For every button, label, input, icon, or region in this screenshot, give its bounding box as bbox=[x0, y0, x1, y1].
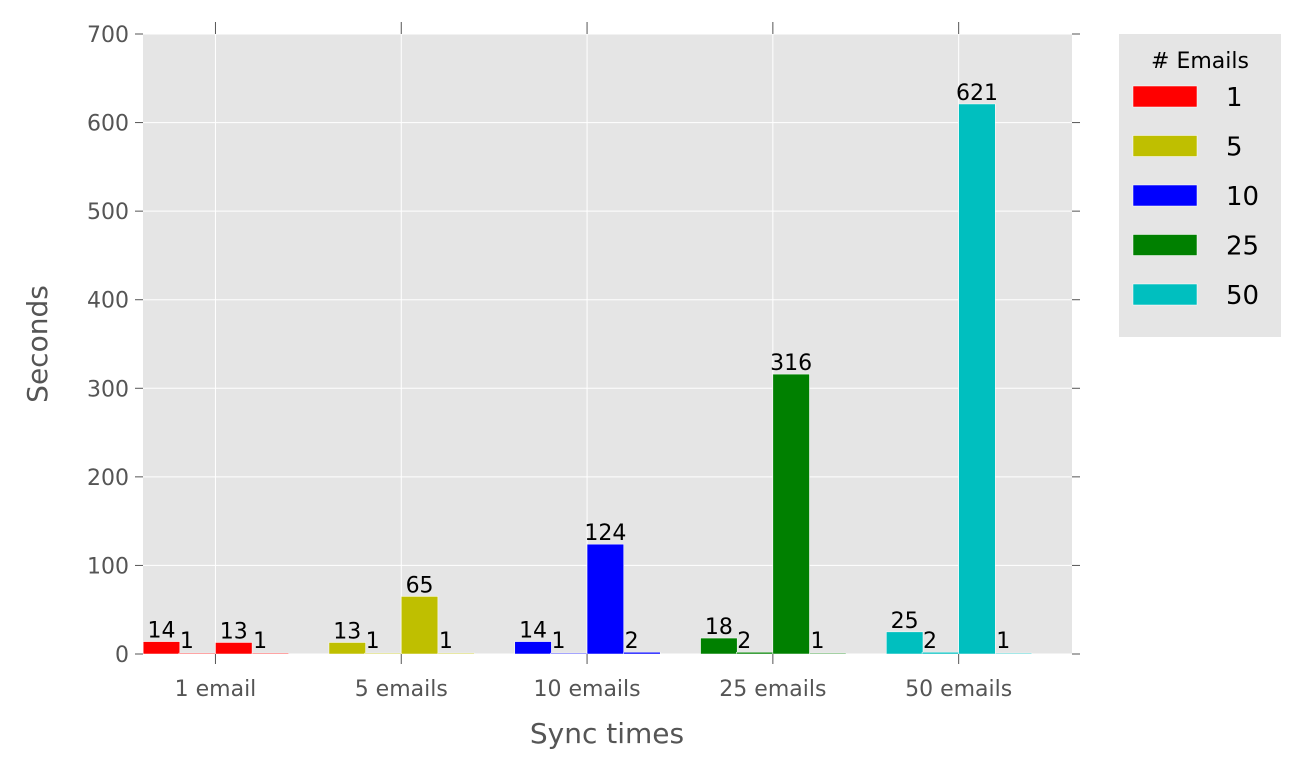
legend-swatch bbox=[1132, 283, 1198, 306]
bar-value-label: 1 bbox=[366, 629, 380, 654]
legend-label: 50 bbox=[1226, 281, 1259, 311]
bar-value-label: 124 bbox=[584, 521, 626, 546]
x-tick-labels: 1 email 5 emails 10 emails 25 emails 50 emai… bbox=[175, 677, 1013, 702]
bar-value-label: 1 bbox=[180, 629, 194, 654]
bar bbox=[251, 652, 289, 655]
bar-value-label: 1 bbox=[551, 629, 565, 654]
y-tick-label: 400 bbox=[87, 289, 129, 314]
y-tick-label: 300 bbox=[87, 377, 129, 402]
legend-swatch bbox=[1132, 184, 1198, 207]
y-tick-label: 100 bbox=[87, 554, 129, 579]
legend-label: 1 bbox=[1226, 83, 1243, 113]
bar bbox=[215, 642, 253, 655]
bar-value-label: 1 bbox=[439, 629, 453, 654]
legend-label: 25 bbox=[1226, 232, 1259, 262]
bar bbox=[586, 543, 624, 655]
bar-value-label: 1 bbox=[996, 629, 1010, 654]
bar-value-label: 2 bbox=[737, 629, 751, 654]
legend-label: 10 bbox=[1226, 182, 1259, 212]
axis-ticks bbox=[135, 22, 1080, 664]
bar-value-label: 13 bbox=[333, 619, 361, 644]
bar-value-label: 18 bbox=[705, 615, 733, 640]
bar-value-label: 621 bbox=[956, 81, 998, 106]
bar bbox=[623, 651, 661, 655]
y-tick-labels: 0 100 200 300 400 500 600 700 bbox=[87, 23, 129, 668]
bar-value-label: 25 bbox=[891, 609, 919, 634]
legend-swatch bbox=[1132, 135, 1198, 157]
y-tick-label: 600 bbox=[87, 112, 129, 137]
bar-value-label: 1 bbox=[253, 629, 267, 654]
bar-value-label: 2 bbox=[625, 629, 639, 654]
legend-title: # Emails bbox=[1151, 49, 1249, 74]
bar bbox=[401, 596, 439, 655]
bar bbox=[437, 652, 475, 655]
bar-value-label: 316 bbox=[770, 351, 812, 376]
x-tick-label: 1 email bbox=[175, 677, 257, 702]
x-tick-label: 5 emails bbox=[355, 677, 448, 702]
x-tick-label: 25 emails bbox=[719, 677, 826, 702]
bar-value-label: 13 bbox=[220, 619, 248, 644]
legend-swatch bbox=[1132, 85, 1198, 108]
y-tick-label: 500 bbox=[87, 200, 129, 225]
bar bbox=[809, 652, 847, 655]
bar-value-label: 14 bbox=[147, 619, 175, 644]
bar bbox=[700, 637, 738, 655]
legend-swatch bbox=[1132, 234, 1198, 256]
bars-group bbox=[142, 103, 1033, 655]
bar-value-label: 14 bbox=[519, 619, 547, 644]
bar bbox=[886, 631, 924, 655]
y-tick-label: 0 bbox=[115, 643, 129, 668]
y-tick-label: 200 bbox=[87, 466, 129, 491]
bar bbox=[328, 642, 366, 655]
legend-items: 1 5 10 25 50 bbox=[1132, 83, 1259, 311]
y-axis-label: Seconds bbox=[21, 285, 54, 403]
legend-label: 5 bbox=[1226, 133, 1243, 163]
legend: # Emails 1 5 10 25 50 bbox=[1119, 34, 1281, 337]
x-tick-label: 10 emails bbox=[533, 677, 640, 702]
bar-value-label: 1 bbox=[810, 629, 824, 654]
y-tick-label: 700 bbox=[87, 23, 129, 48]
x-axis-label: Sync times bbox=[530, 717, 684, 750]
x-tick-label: 50 emails bbox=[905, 677, 1012, 702]
bar-value-label: 2 bbox=[923, 629, 937, 654]
bar bbox=[958, 103, 996, 655]
bar bbox=[514, 641, 552, 655]
bar bbox=[772, 373, 810, 655]
bar-value-label: 65 bbox=[406, 573, 434, 598]
bar bbox=[995, 652, 1033, 655]
bar bbox=[142, 641, 181, 655]
